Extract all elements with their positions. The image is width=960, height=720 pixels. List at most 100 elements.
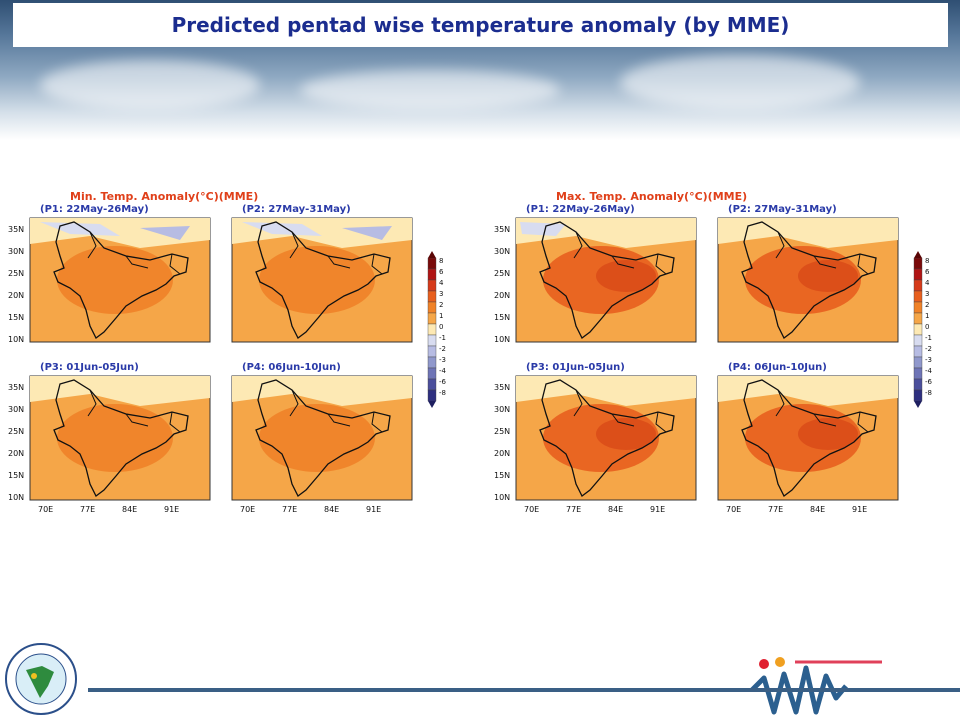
colorbar-tick-label: 6 bbox=[439, 268, 444, 276]
lon-label: 91E bbox=[650, 505, 665, 514]
coastline bbox=[255, 221, 391, 339]
colorbar-swatch bbox=[913, 356, 923, 369]
page-title-box: Predicted pentad wise temperature anomal… bbox=[13, 3, 948, 47]
colorbar-tick-label: 4 bbox=[925, 279, 930, 287]
map-panel-p1: (P1: 22May-26May) bbox=[29, 204, 211, 343]
hot-core bbox=[596, 260, 656, 292]
warm-core bbox=[259, 404, 375, 472]
lon-label: 91E bbox=[164, 505, 179, 514]
colorbar-tick-label: -3 bbox=[439, 356, 446, 364]
colorbar-swatch bbox=[427, 367, 437, 380]
lat-label: 20N bbox=[8, 449, 24, 458]
map-panel-p2: (P2: 27May-31May) bbox=[231, 204, 413, 343]
colorbar-tick-label: 8 bbox=[925, 257, 929, 265]
warm-core bbox=[57, 246, 173, 314]
colorbar-tick-label: -3 bbox=[925, 356, 932, 364]
colorbar-swatch bbox=[913, 389, 923, 402]
colorbar-tick-label: -6 bbox=[925, 378, 933, 386]
colorbar-swatch bbox=[913, 323, 923, 336]
colorbar-tick-label: -8 bbox=[439, 389, 446, 397]
map-panel-p4: (P4: 06Jun-10Jun) bbox=[717, 362, 899, 501]
colorbar-swatch bbox=[913, 378, 923, 391]
cool-zone bbox=[140, 226, 190, 240]
lon-label: 84E bbox=[810, 505, 825, 514]
border-line bbox=[87, 389, 181, 433]
colorbar-swatch bbox=[427, 312, 437, 325]
colorbar-tick-label: 2 bbox=[439, 301, 443, 309]
colorbar-tick-label: -1 bbox=[439, 334, 446, 342]
coastline bbox=[741, 221, 877, 339]
neutral-zone bbox=[718, 376, 898, 406]
lat-label: 30N bbox=[494, 247, 510, 256]
colorbar-bottom-arrow bbox=[914, 401, 922, 408]
lat-label: 15N bbox=[494, 471, 510, 480]
lon-label: 77E bbox=[282, 505, 297, 514]
colorbar-swatch bbox=[913, 257, 923, 270]
panel-label: (P4: 06Jun-10Jun) bbox=[728, 362, 827, 373]
colorbar-top-arrow bbox=[914, 251, 922, 258]
lat-label: 15N bbox=[8, 313, 24, 322]
border-line bbox=[289, 231, 383, 275]
lat-label: 10N bbox=[494, 335, 510, 344]
panel-label: (P1: 22May-26May) bbox=[526, 204, 635, 215]
mm-logo bbox=[750, 657, 882, 715]
colorbar-tick-label: 2 bbox=[925, 301, 929, 309]
lat-label: 30N bbox=[494, 405, 510, 414]
colorbar-swatch bbox=[427, 301, 437, 314]
warm-core bbox=[259, 246, 375, 314]
colorbar-swatch bbox=[913, 279, 923, 292]
lon-label: 77E bbox=[566, 505, 581, 514]
max-temp-map-grid: Max. Temp. Anomaly(°C)(MME)(P1: 22May-26… bbox=[494, 190, 933, 514]
colorbar-swatch bbox=[913, 334, 923, 347]
panel-label: (P2: 27May-31May) bbox=[242, 204, 351, 215]
colorbar-tick-label: 6 bbox=[925, 268, 930, 276]
border-line bbox=[775, 231, 869, 275]
panel-label: (P4: 06Jun-10Jun) bbox=[242, 362, 341, 373]
panel-label: (P2: 27May-31May) bbox=[728, 204, 837, 215]
lat-label: 35N bbox=[8, 383, 24, 392]
hot-core bbox=[596, 418, 656, 450]
map-panel-p3: (P3: 01Jun-05Jun) bbox=[29, 362, 211, 501]
colorbar-tick-label: -4 bbox=[439, 367, 447, 375]
lat-label: 20N bbox=[494, 449, 510, 458]
lon-label: 84E bbox=[122, 505, 137, 514]
lon-label: 70E bbox=[726, 505, 741, 514]
coastline bbox=[539, 221, 675, 339]
lat-label: 20N bbox=[8, 291, 24, 300]
lon-label: 91E bbox=[366, 505, 381, 514]
colorbar-bottom-arrow bbox=[428, 401, 436, 408]
colorbar-tick-label: -4 bbox=[925, 367, 933, 375]
map-panel-p1: (P1: 22May-26May) bbox=[515, 204, 697, 343]
panel-label: (P3: 01Jun-05Jun) bbox=[526, 362, 625, 373]
lat-label: 35N bbox=[494, 383, 510, 392]
colorbar-swatch bbox=[427, 268, 437, 281]
lat-label: 25N bbox=[8, 427, 24, 436]
lat-label: 35N bbox=[494, 225, 510, 234]
page-title: Predicted pentad wise temperature anomal… bbox=[171, 13, 790, 37]
min-temp-anomaly-figure: Min. Temp. Anomaly(°C)(MME) (P1: 22May-26… bbox=[0, 186, 460, 526]
lat-label: 15N bbox=[8, 471, 24, 480]
border-line bbox=[573, 231, 667, 275]
colorbar-tick-label: -1 bbox=[925, 334, 932, 342]
panel-label: (P3: 01Jun-05Jun) bbox=[40, 362, 139, 373]
colorbar-swatch bbox=[427, 323, 437, 336]
colorbar-swatch bbox=[427, 290, 437, 303]
border-line bbox=[87, 231, 181, 275]
lat-label: 15N bbox=[494, 313, 510, 322]
colorbar-tick-label: 1 bbox=[925, 312, 929, 320]
hot-core bbox=[798, 260, 858, 292]
map-panel-p3: (P3: 01Jun-05Jun) bbox=[515, 362, 697, 501]
lat-label: 25N bbox=[8, 269, 24, 278]
neutral-zone bbox=[516, 376, 696, 406]
cool-zone bbox=[520, 222, 566, 236]
lat-label: 10N bbox=[8, 335, 24, 344]
colorbar-swatch bbox=[913, 301, 923, 314]
cool-zone bbox=[342, 226, 392, 240]
colorbar-swatch bbox=[913, 345, 923, 358]
lon-label: 70E bbox=[524, 505, 539, 514]
colorbar-tick-label: 3 bbox=[439, 290, 443, 298]
colorbar-swatch bbox=[913, 290, 923, 303]
colorbar-swatch bbox=[913, 367, 923, 380]
lat-label: 30N bbox=[8, 247, 24, 256]
colorbar-top-arrow bbox=[428, 251, 436, 258]
